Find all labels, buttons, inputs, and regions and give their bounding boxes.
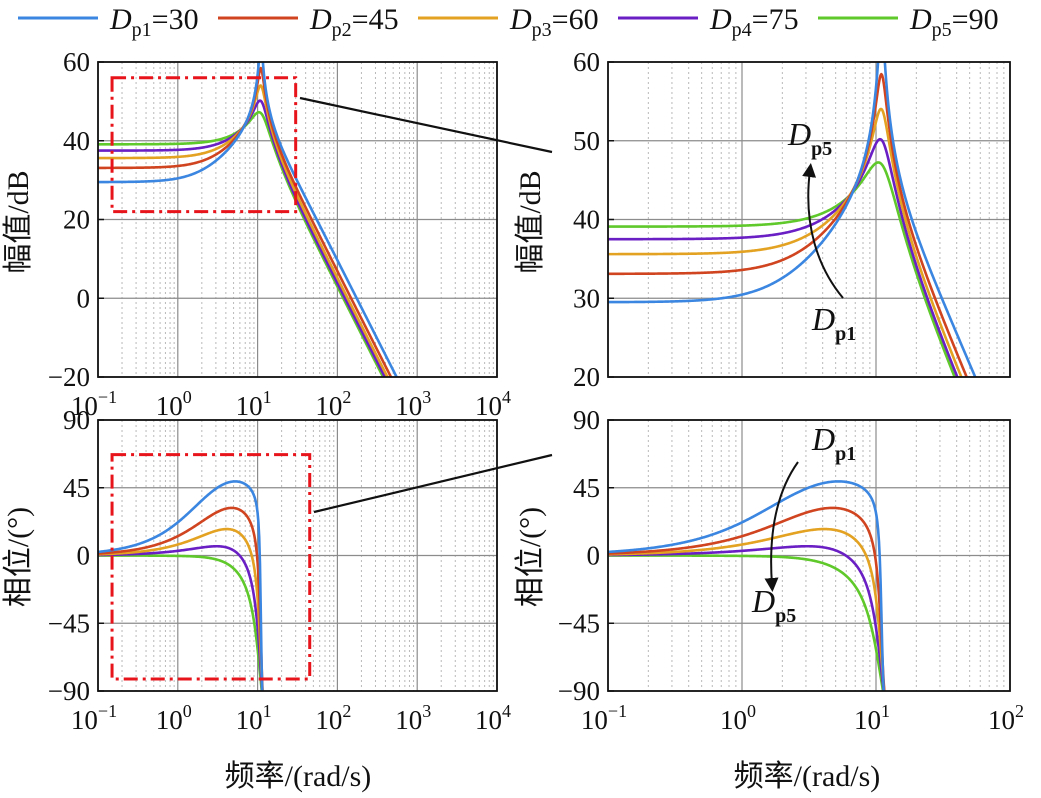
y-tick-label: 0 [77, 541, 91, 571]
series-line-Dp1 [608, 62, 977, 377]
x-tick-label: 100 [720, 701, 756, 735]
x-tick-label: 102 [315, 701, 351, 735]
axes-frame [97, 61, 498, 378]
series-line-Dp3 [608, 527, 886, 691]
phase-ylabel-right: 相位/(°) [514, 507, 547, 607]
y-tick-label: 30 [573, 283, 600, 313]
zoom-connector-magnitude [299, 96, 553, 154]
x-tick-label: 102 [988, 701, 1024, 735]
x-tick-label: 10−1 [71, 701, 117, 735]
x-tick-label: 101 [854, 701, 890, 735]
y-tick-label: 0 [77, 283, 91, 313]
legend-label-Dp4: Dp4=75 [709, 3, 799, 41]
x-tick-label: 104 [475, 701, 511, 735]
y-tick-label: 20 [573, 362, 600, 392]
zoom-connectors [299, 96, 553, 514]
series-line-Dp3 [98, 84, 389, 377]
x-tick-label: 100 [156, 387, 192, 421]
series-line-Dp2 [608, 72, 969, 377]
series-line-Dp4 [608, 137, 959, 377]
xlabel-left: 频率/(rad/s) [225, 760, 372, 793]
y-tick-label: 20 [63, 205, 90, 235]
curves [98, 62, 399, 377]
phase-ylabel-left: 相位/(°) [2, 507, 35, 607]
legend: Dp1=30 Dp2=45 Dp3=60 Dp4=75 Dp5=90 [18, 3, 999, 41]
series-line-Dp4 [98, 99, 387, 377]
magnitude-full-panel: −20 0 20 40 60 10−1 100 101 102 103 104 [48, 47, 511, 421]
mag-ylabel-left: 幅值/dB [2, 170, 35, 273]
x-tick-label: 101 [236, 387, 272, 421]
series-line-Dp4 [98, 544, 264, 691]
legend-label-Dp1: Dp1=30 [109, 3, 199, 41]
phase-full-panel: −90 −45 0 45 90 10−1 100 101 102 103 104 [48, 405, 511, 735]
zoom-box [110, 76, 298, 214]
curves [608, 480, 886, 691]
annotation-phase-top: Dp1 [811, 421, 856, 465]
y-tick-label: 40 [63, 126, 90, 156]
x-tick-label: 10−1 [581, 701, 627, 735]
series-line-Dp3 [608, 107, 963, 377]
annotation-mag-bottom: Dp1 [811, 301, 856, 345]
legend-label-Dp2: Dp2=45 [309, 3, 399, 41]
series-line-Dp4 [608, 544, 886, 691]
y-tick-label: 40 [573, 205, 600, 235]
arrow-mag [802, 163, 844, 299]
annotations: Dp5 Dp1 Dp1 Dp5 [751, 116, 856, 627]
series-line-Dp1 [98, 480, 264, 691]
y-tick-label: 90 [573, 405, 600, 435]
phase-zoom-panel: −90 −45 0 45 90 10−1 100 101 102 [558, 405, 1024, 735]
y-tick-label: −45 [558, 608, 600, 638]
y-tick-label: 60 [573, 47, 600, 77]
x-tick-label: 103 [395, 387, 431, 421]
axes-frame [97, 419, 498, 692]
mag-ylabel-right: 幅值/dB [514, 170, 547, 273]
series-line-Dp2 [98, 66, 393, 377]
x-tick-label: 103 [395, 701, 431, 735]
zoom-box [110, 453, 312, 681]
curves [98, 480, 264, 691]
x-tick-label: 101 [236, 701, 272, 735]
series-line-Dp1 [98, 62, 399, 377]
legend-label-Dp3: Dp3=60 [509, 3, 599, 41]
arrow-phase [764, 461, 799, 592]
series-line-Dp5 [98, 110, 385, 377]
series-line-Dp5 [98, 554, 264, 691]
curves [608, 62, 977, 377]
y-tick-label: −20 [48, 362, 90, 392]
annotation-phase-bottom: Dp5 [751, 583, 796, 627]
x-tick-label: 102 [315, 387, 351, 421]
series-line-Dp3 [98, 527, 264, 691]
axes-frame [607, 61, 1011, 378]
annotation-mag-top: Dp5 [787, 116, 832, 160]
series-line-Dp2 [98, 506, 264, 691]
xlabel-right: 频率/(rad/s) [734, 760, 881, 793]
y-tick-label: 50 [573, 126, 600, 156]
y-tick-label: −90 [558, 676, 600, 706]
magnitude-zoom-panel: 20 30 40 50 60 [573, 47, 1011, 392]
zoom-connector-phase [313, 453, 553, 514]
y-tick-label: 60 [63, 47, 90, 77]
series-line-Dp5 [608, 554, 885, 691]
x-tick-label: 10−1 [71, 387, 117, 421]
y-tick-label: −45 [48, 608, 90, 638]
y-tick-label: 45 [573, 473, 600, 503]
series-line-Dp2 [608, 506, 886, 691]
y-tick-label: 90 [63, 405, 90, 435]
x-tick-label: 100 [156, 701, 192, 735]
y-tick-label: −90 [48, 676, 90, 706]
y-tick-label: 0 [587, 541, 601, 571]
x-tick-label: 104 [475, 387, 511, 421]
axes-frame [607, 419, 1011, 692]
y-tick-label: 45 [63, 473, 90, 503]
legend-label-Dp5: Dp5=90 [909, 3, 999, 41]
series-line-Dp1 [608, 480, 886, 691]
